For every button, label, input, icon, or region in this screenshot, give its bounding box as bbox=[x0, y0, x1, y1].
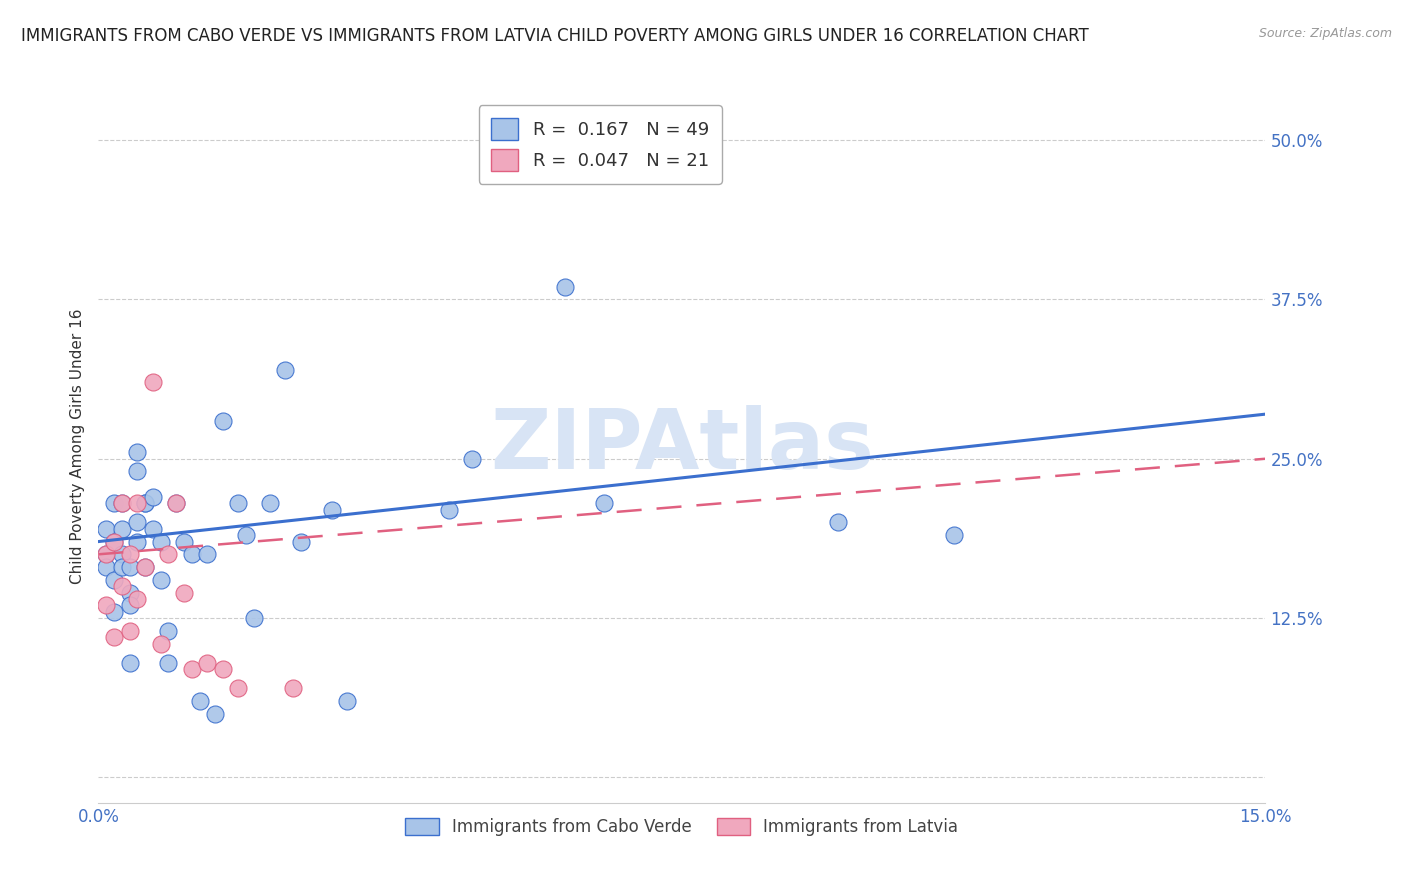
Point bbox=[134, 496, 156, 510]
Point bbox=[103, 630, 125, 644]
Point bbox=[157, 547, 180, 561]
Point bbox=[195, 656, 218, 670]
Point bbox=[228, 496, 250, 510]
Point bbox=[212, 413, 235, 427]
Point bbox=[173, 585, 195, 599]
Point bbox=[437, 502, 460, 516]
Point bbox=[243, 611, 266, 625]
Point bbox=[103, 534, 125, 549]
Point bbox=[142, 376, 165, 390]
Text: ZIPAtlas: ZIPAtlas bbox=[489, 406, 875, 486]
Point bbox=[103, 605, 125, 619]
Point bbox=[118, 547, 141, 561]
Point bbox=[134, 560, 156, 574]
Text: IMMIGRANTS FROM CABO VERDE VS IMMIGRANTS FROM LATVIA CHILD POVERTY AMONG GIRLS U: IMMIGRANTS FROM CABO VERDE VS IMMIGRANTS… bbox=[21, 27, 1088, 45]
Point bbox=[165, 496, 187, 510]
Point bbox=[142, 522, 165, 536]
Point bbox=[180, 662, 202, 676]
Point bbox=[127, 534, 149, 549]
Point bbox=[173, 534, 195, 549]
Point bbox=[118, 560, 141, 574]
Point bbox=[228, 681, 250, 695]
Point bbox=[149, 534, 172, 549]
Point bbox=[149, 636, 172, 650]
Point bbox=[111, 579, 134, 593]
Point bbox=[180, 547, 202, 561]
Point bbox=[111, 496, 134, 510]
Point bbox=[118, 624, 141, 638]
Point bbox=[111, 522, 134, 536]
Point bbox=[96, 547, 118, 561]
Point bbox=[103, 496, 125, 510]
Point bbox=[142, 490, 165, 504]
Point bbox=[127, 465, 149, 479]
Point bbox=[127, 516, 149, 530]
Point bbox=[118, 585, 141, 599]
Point bbox=[96, 560, 118, 574]
Point bbox=[943, 528, 966, 542]
Point bbox=[593, 496, 616, 510]
Point bbox=[103, 573, 125, 587]
Point bbox=[96, 547, 118, 561]
Point bbox=[127, 496, 149, 510]
Point bbox=[165, 496, 187, 510]
Point bbox=[259, 496, 281, 510]
Point bbox=[235, 528, 257, 542]
Point bbox=[127, 445, 149, 459]
Point bbox=[281, 681, 304, 695]
Point bbox=[274, 362, 297, 376]
Point bbox=[96, 599, 118, 613]
Point bbox=[111, 560, 134, 574]
Point bbox=[157, 624, 180, 638]
Point bbox=[103, 534, 125, 549]
Point bbox=[195, 547, 218, 561]
Point bbox=[336, 694, 359, 708]
Point bbox=[188, 694, 211, 708]
Point bbox=[134, 496, 156, 510]
Point bbox=[157, 656, 180, 670]
Point bbox=[212, 662, 235, 676]
Point bbox=[321, 502, 343, 516]
Y-axis label: Child Poverty Among Girls Under 16: Child Poverty Among Girls Under 16 bbox=[69, 309, 84, 583]
Point bbox=[290, 534, 312, 549]
Point bbox=[827, 516, 849, 530]
Point bbox=[118, 599, 141, 613]
Legend: Immigrants from Cabo Verde, Immigrants from Latvia: Immigrants from Cabo Verde, Immigrants f… bbox=[396, 810, 967, 845]
Point bbox=[149, 573, 172, 587]
Point bbox=[111, 547, 134, 561]
Point bbox=[118, 656, 141, 670]
Point bbox=[204, 706, 226, 721]
Point bbox=[554, 279, 576, 293]
Point bbox=[111, 496, 134, 510]
Point bbox=[461, 451, 484, 466]
Text: Source: ZipAtlas.com: Source: ZipAtlas.com bbox=[1258, 27, 1392, 40]
Point bbox=[134, 560, 156, 574]
Point bbox=[127, 591, 149, 606]
Point bbox=[96, 522, 118, 536]
